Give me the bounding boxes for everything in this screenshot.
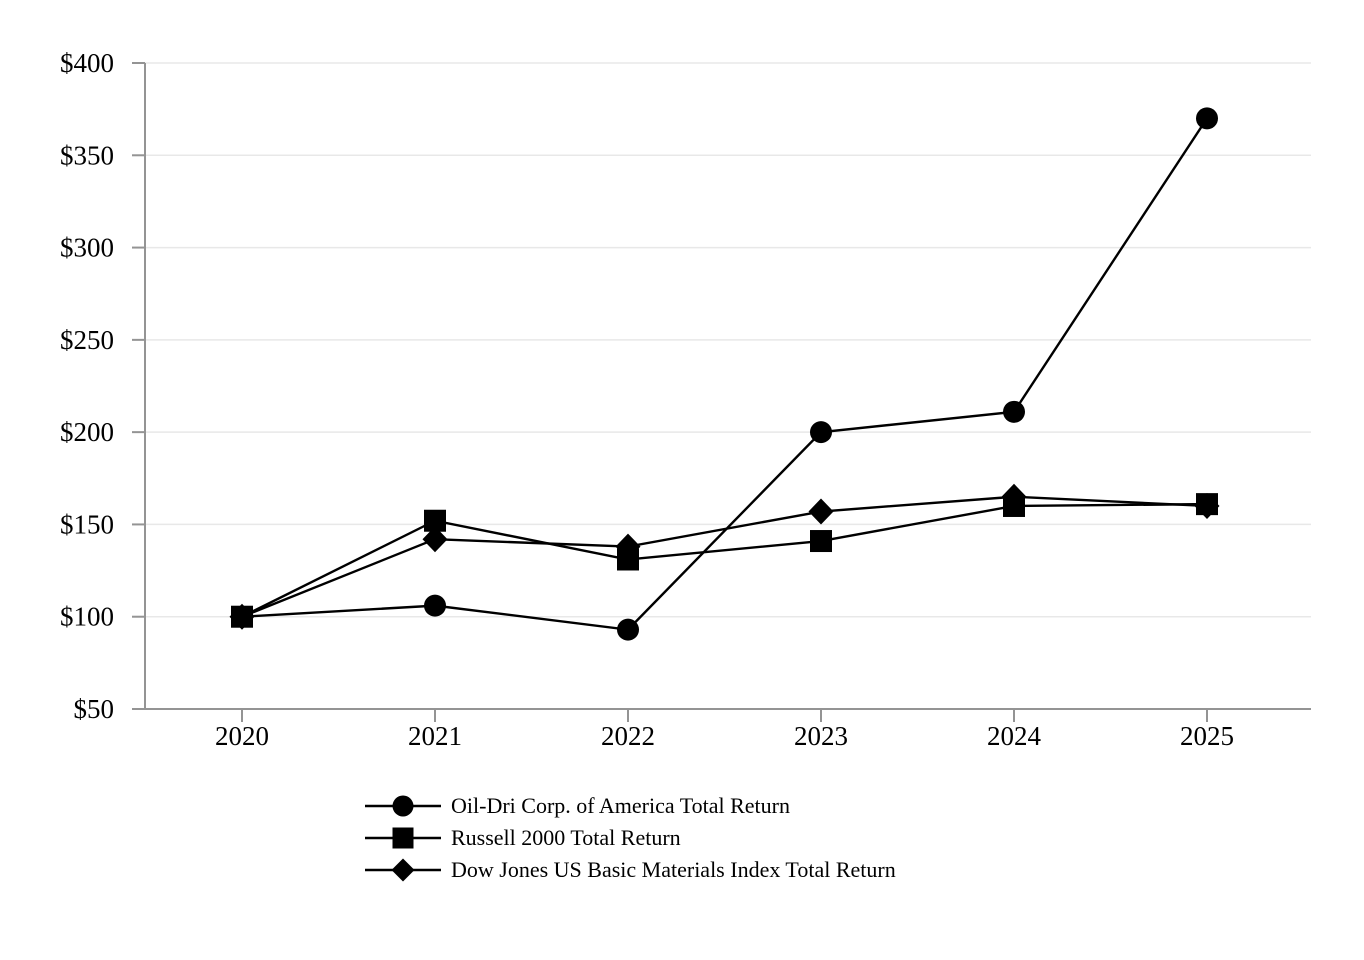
data-point-diamond xyxy=(808,498,834,525)
legend-label-dow-jones-basic-materials: Dow Jones US Basic Materials Index Total… xyxy=(451,857,896,882)
x-tick-label: 2023 xyxy=(794,721,848,751)
legend-item-russell-2000: Russell 2000 Total Return xyxy=(364,824,896,852)
data-point-square xyxy=(424,509,446,532)
data-point-square xyxy=(231,605,253,628)
y-tick-label: $100 xyxy=(60,602,114,632)
y-tick-label: $150 xyxy=(60,509,114,539)
data-point-diamond xyxy=(422,526,448,553)
diamond-marker-icon xyxy=(365,858,441,882)
series-line-square xyxy=(241,502,1208,618)
x-tick-label: 2020 xyxy=(215,721,269,751)
x-tick-label: 2025 xyxy=(1180,721,1234,751)
data-point-square xyxy=(1003,494,1025,517)
chart-legend: Oil-Dri Corp. of America Total Return Ru… xyxy=(364,792,896,888)
x-tick-label: 2022 xyxy=(601,721,655,751)
data-point-square xyxy=(1196,493,1218,516)
series-line-circle xyxy=(241,117,1209,631)
square-marker-icon xyxy=(365,827,441,849)
data-point-square xyxy=(810,530,832,553)
data-point-circle xyxy=(617,618,639,641)
legend-item-dow-jones-basic-materials: Dow Jones US Basic Materials Index Total… xyxy=(364,856,896,884)
data-point-square xyxy=(617,548,639,571)
x-tick-label: 2021 xyxy=(408,721,462,751)
y-tick-label: $400 xyxy=(60,48,114,78)
legend-item-oil-dri: Oil-Dri Corp. of America Total Return xyxy=(364,792,896,820)
y-tick-label: $250 xyxy=(60,325,114,355)
y-tick-label: $200 xyxy=(60,417,114,447)
circle-marker-icon xyxy=(365,795,441,817)
y-tick-label: $350 xyxy=(60,140,114,170)
data-point-circle xyxy=(1196,107,1218,130)
data-point-circle xyxy=(810,421,832,444)
legend-label-oil-dri: Oil-Dri Corp. of America Total Return xyxy=(451,793,790,818)
legend-label-russell-2000: Russell 2000 Total Return xyxy=(451,825,681,850)
series-line-diamond xyxy=(241,495,1208,618)
y-tick-label: $50 xyxy=(74,694,115,724)
y-tick-label: $300 xyxy=(60,233,114,263)
data-point-circle xyxy=(1003,400,1025,423)
data-point-circle xyxy=(424,594,446,617)
x-tick-label: 2024 xyxy=(987,721,1042,751)
